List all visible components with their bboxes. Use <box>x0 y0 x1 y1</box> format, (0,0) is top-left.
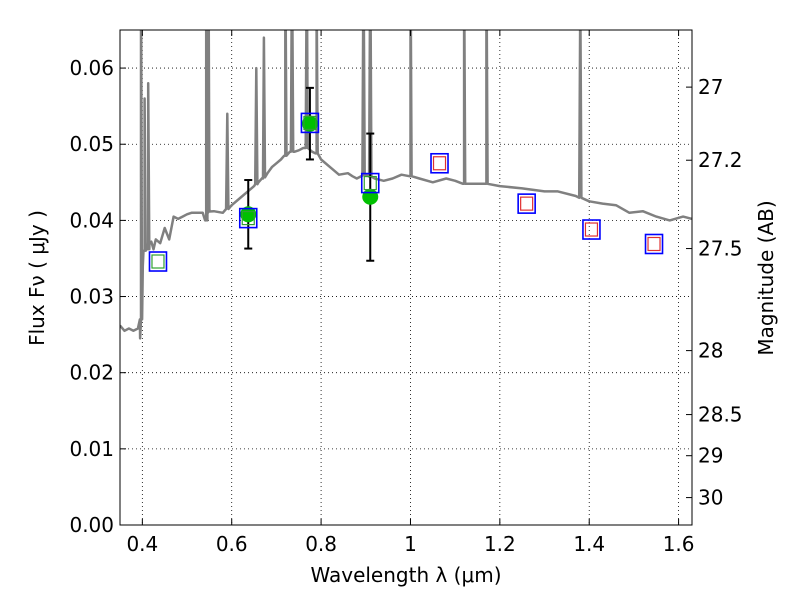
x-tick-label: 0.6 <box>216 532 248 556</box>
model-spectrum-line <box>120 30 692 340</box>
y2-tick-label: 28 <box>698 339 723 363</box>
y2-axis-title: Magnitude (AB) <box>754 200 778 355</box>
model-band-flux-square <box>148 251 168 272</box>
y2-tick-label: 27.5 <box>698 237 743 261</box>
plot-data <box>120 30 692 340</box>
model-band-flux-square <box>517 193 536 214</box>
synthetic-flux-square <box>584 222 599 237</box>
y-tick-label: 0.01 <box>69 437 114 461</box>
synthetic-flux-square <box>647 236 661 252</box>
model-band-flux-square <box>238 207 258 229</box>
synthetic-flux-square <box>432 156 447 171</box>
model-band-flux-square <box>300 112 320 134</box>
model-band-flux-square <box>644 233 664 255</box>
axis-ticks: 0.4 0.6 0.8 1 1.2 1.4 1.6 0.00 0.01 0.02 0.03 0.04 0… <box>69 30 743 556</box>
x-tick-label: 1 <box>404 532 417 556</box>
y-tick-label: 0.03 <box>69 285 114 309</box>
y-tick-label: 0.04 <box>69 208 114 232</box>
y-tick-label: 0.02 <box>69 361 114 385</box>
y-tick-label: 0.06 <box>69 56 114 80</box>
model-band-flux-square <box>430 152 449 174</box>
y2-tick-label: 27.2 <box>698 148 743 172</box>
synthetic-flux-square <box>520 196 534 211</box>
observed-flux-point <box>301 115 318 132</box>
y2-tick-label: 28.5 <box>698 403 743 427</box>
x-tick-label: 0.8 <box>305 532 337 556</box>
y-tick-label: 0.05 <box>69 132 114 156</box>
x-tick-label: 1.2 <box>484 532 516 556</box>
observed-flux-point <box>240 206 257 223</box>
y-tick-label: 0.00 <box>69 513 114 537</box>
y2-tick-label: 27 <box>698 75 723 99</box>
observed-flux-point <box>362 188 379 205</box>
x-tick-label: 1.4 <box>573 532 605 556</box>
synthetic-flux-square <box>241 211 255 226</box>
y-axis-title: Flux Fν ( μJy ) <box>25 210 49 346</box>
plot-frame <box>119 29 693 526</box>
synthetic-flux-square <box>151 254 165 269</box>
x-tick-label: 1.6 <box>663 532 695 556</box>
x-tick-label: 0.4 <box>126 532 158 556</box>
model-band-flux-square <box>360 172 380 194</box>
model-band-flux-square <box>582 219 601 240</box>
synthetic-flux-square <box>303 115 317 131</box>
synthetic-flux-square <box>363 175 377 191</box>
y2-tick-label: 29 <box>698 444 723 468</box>
x-axis-title: Wavelength λ (μm) <box>310 563 501 587</box>
y2-tick-label: 30 <box>698 486 723 510</box>
